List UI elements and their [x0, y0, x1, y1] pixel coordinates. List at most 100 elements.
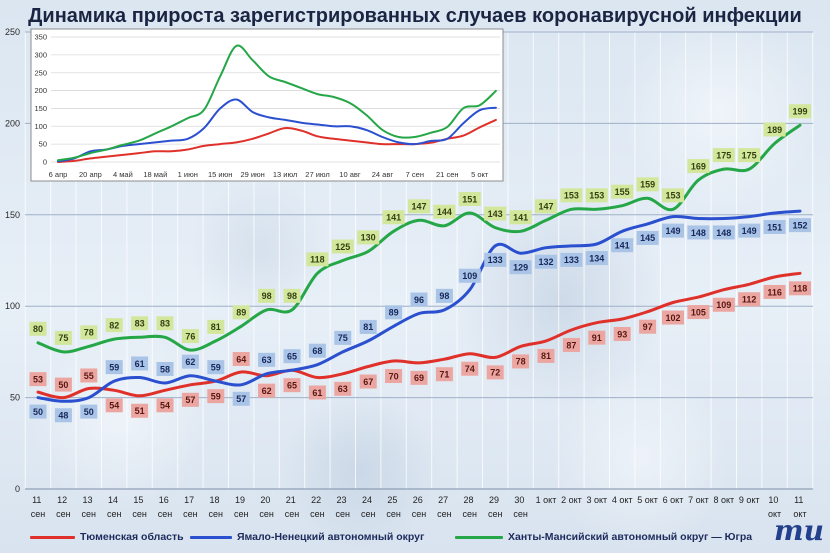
data-label-box: [738, 148, 761, 163]
data-label-text: 74: [465, 364, 475, 374]
x-tick-day: 10: [768, 495, 781, 505]
data-label-box: [435, 367, 453, 382]
data-label-text: 153: [665, 191, 680, 201]
x-tick-label: 2 окт: [561, 495, 582, 505]
data-label-text: 175: [742, 150, 757, 160]
x-tick-day: 27: [438, 495, 451, 505]
data-label-box: [207, 389, 225, 404]
data-label-text: 125: [335, 242, 350, 252]
data-label-box: [29, 372, 47, 387]
inset-y-tick-label: 350: [34, 33, 47, 42]
data-label-box: [560, 252, 583, 267]
y-tick-label: 150: [5, 210, 20, 220]
data-label-text: 61: [312, 388, 322, 398]
data-label: 50: [80, 404, 98, 419]
inset-x-tick-label: 27 июл: [305, 170, 329, 179]
data-label-box: [385, 369, 403, 384]
data-label-box: [258, 383, 276, 398]
x-tick-day: 12: [57, 495, 70, 505]
data-label-text: 58: [160, 364, 170, 374]
x-tick-day: 30: [514, 495, 527, 505]
data-label-text: 63: [262, 355, 272, 365]
data-label-box: [54, 377, 72, 392]
x-tick-month: сен: [463, 509, 478, 519]
data-label-text: 169: [691, 161, 706, 171]
inset-x-tick-label: 24 авг: [372, 170, 394, 179]
data-label: 53: [29, 372, 47, 387]
data-label-box: [585, 188, 608, 203]
legend-item-yanao: Ямало-Ненецкий автономный округ: [190, 529, 424, 545]
data-label: 51: [131, 403, 149, 418]
data-label-text: 68: [312, 346, 322, 356]
data-label-text: 93: [617, 329, 627, 339]
data-label-text: 72: [490, 368, 500, 378]
x-tick-label: 16 сен: [158, 495, 173, 519]
data-label-text: 50: [58, 380, 68, 390]
data-label-text: 81: [211, 322, 221, 332]
x-tick-month: сен: [209, 509, 224, 519]
data-label: 87: [562, 337, 580, 352]
x-tick-day: 18: [210, 495, 223, 505]
inset-y-tick-label: 50: [39, 140, 47, 149]
x-tick-label: 26 сен: [412, 495, 427, 519]
data-label-box: [535, 199, 557, 214]
data-label-box: [712, 225, 735, 240]
data-label: 82: [105, 318, 123, 333]
data-label-box: [588, 330, 606, 345]
x-tick-label: 25 сен: [386, 495, 401, 519]
data-label-box: [105, 398, 123, 413]
x-tick-label: 13 сен: [82, 495, 97, 519]
data-label-box: [486, 365, 504, 380]
data-label: 65: [283, 349, 301, 364]
x-tick-label: 14 сен: [107, 495, 122, 519]
main-series-lines: [36, 123, 802, 403]
data-label-box: [738, 223, 761, 238]
x-tick-label: 17 сен: [183, 495, 198, 519]
data-label-box: [611, 238, 634, 253]
data-label-text: 89: [389, 308, 399, 318]
x-tick-label: 1 окт: [536, 495, 557, 505]
data-label: 147: [535, 199, 557, 214]
x-tick-day: 19: [235, 495, 248, 505]
data-label-box: [334, 330, 352, 345]
data-label-box: [560, 188, 583, 203]
data-label: 54: [105, 398, 123, 413]
data-label-box: [385, 305, 403, 320]
data-label-box: [207, 319, 225, 334]
data-label-text: 59: [109, 362, 119, 372]
x-tick-label: 5 окт: [637, 495, 658, 505]
data-label-text: 199: [792, 107, 807, 117]
data-label-box: [662, 188, 684, 203]
data-label: 116: [763, 284, 786, 299]
data-label: 83: [131, 316, 149, 331]
data-label: 118: [306, 252, 329, 267]
legend-swatch-khmao: [455, 535, 503, 539]
data-label-box: [410, 370, 428, 385]
data-label: 175: [712, 148, 735, 163]
data-label: 105: [687, 305, 710, 320]
x-tick-day: 25: [387, 495, 400, 505]
x-tick-label: 3 окт: [586, 495, 607, 505]
x-tick-month: сен: [412, 509, 427, 519]
x-tick-day: 21: [286, 495, 299, 505]
data-label: 98: [283, 288, 301, 303]
data-label: 75: [54, 330, 72, 345]
data-label-text: 112: [742, 295, 757, 305]
legend-label-yanao: Ямало-Ненецкий автономный округ: [237, 531, 425, 543]
data-label-box: [687, 159, 710, 174]
data-label-box: [712, 297, 735, 312]
x-tick-month: сен: [234, 509, 249, 519]
data-label-box: [80, 404, 98, 419]
y-tick-label: 100: [5, 301, 20, 311]
x-tick-label: 30 сен: [513, 495, 528, 519]
inset-x-tick-label: 18 май: [143, 170, 167, 179]
data-label-text: 91: [592, 333, 602, 343]
data-label: 98: [258, 288, 276, 303]
data-label-box: [181, 354, 199, 369]
x-tick-day: 23: [337, 495, 350, 505]
data-label-box: [662, 310, 684, 325]
data-label: 81: [359, 319, 377, 334]
inset-x-tick-label: 13 июл: [273, 170, 297, 179]
y-tick-label: 200: [5, 118, 20, 128]
x-tick-label: 7 окт: [688, 495, 709, 505]
